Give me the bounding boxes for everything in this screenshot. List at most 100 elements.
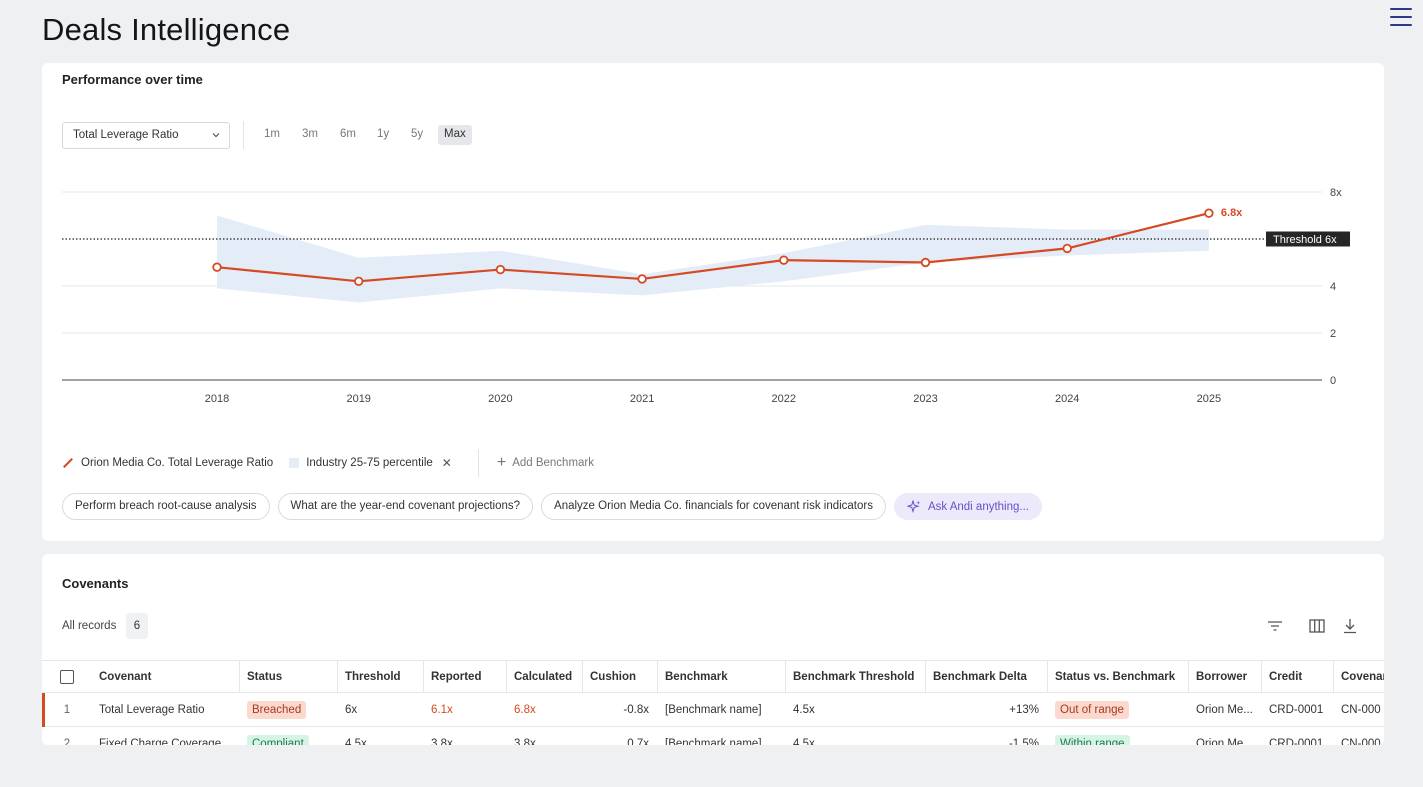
band-swatch-icon	[289, 458, 300, 468]
legend-series: Orion Media Co. Total Leverage Ratio	[62, 457, 273, 469]
cell-borrower: Orion Me...	[1196, 737, 1253, 746]
col-header-calculated[interactable]: Calculated	[507, 661, 583, 692]
cell-calculated: 6.8x	[514, 703, 536, 716]
cell-credit: CRD-0001	[1269, 703, 1324, 716]
covenants-card: Covenants All records 6 Covenant Status …	[42, 554, 1384, 745]
cell-threshold: 6x	[345, 703, 358, 716]
range-3m[interactable]: 3m	[302, 128, 318, 140]
cell-status: Compliant	[240, 727, 338, 745]
filter-icon[interactable]	[1266, 617, 1284, 635]
app-title: Deals Intelligence	[42, 12, 291, 47]
cell-covenant: Total Leverage Ratio	[99, 703, 205, 716]
data-point	[1204, 208, 1214, 218]
suggestion-chips: Perform breach root-cause analysis What …	[62, 493, 1050, 520]
chip-breach-analysis[interactable]: Perform breach root-cause analysis	[62, 493, 270, 520]
col-header-credit[interactable]: Credit	[1262, 661, 1334, 692]
col-header-covenant[interactable]: Covenant	[92, 661, 240, 692]
legend-band: Industry 25-75 percentile ✕	[289, 456, 452, 470]
x-tick-label: 2021	[630, 393, 654, 405]
cell-credit: CRD-0001	[1269, 737, 1324, 746]
status-badge: Compliant	[247, 734, 309, 745]
benchmark-band	[217, 215, 1209, 303]
select-all-checkbox[interactable]	[60, 669, 74, 684]
select-all-cell	[42, 661, 92, 692]
performance-title: Performance over time	[62, 72, 203, 87]
status-vs-benchmark-badge: Within range	[1055, 734, 1130, 745]
cell-calculated: 3.8x	[514, 737, 536, 746]
chart-legend: Orion Media Co. Total Leverage Ratio Ind…	[62, 449, 594, 477]
performance-card: Performance over time Total Leverage Rat…	[42, 63, 1384, 541]
cell-status-vs-benchmark: Within range	[1048, 727, 1189, 745]
metric-select-value: Total Leverage Ratio	[73, 129, 179, 141]
col-header-reported[interactable]: Reported	[424, 661, 507, 692]
col-header-covenant-id[interactable]: Covenant	[1341, 670, 1384, 683]
covenants-table: Covenant Status Threshold Reported Calcu…	[42, 660, 1384, 745]
cell-benchmark-threshold: 4.5x	[793, 737, 815, 746]
plus-icon: +	[496, 454, 507, 471]
add-benchmark-button[interactable]: + Add Benchmark	[497, 454, 594, 472]
line-swatch-icon	[63, 458, 73, 468]
legend-divider	[477, 449, 479, 477]
col-header-benchmark[interactable]: Benchmark	[658, 661, 786, 692]
chip-year-end-projections[interactable]: What are the year-end covenant projectio…	[277, 493, 534, 520]
col-header-status-vs-benchmark[interactable]: Status vs. Benchmark	[1048, 661, 1189, 692]
data-point	[920, 257, 931, 268]
y-tick-label: 0	[1330, 375, 1336, 387]
data-point	[637, 274, 647, 284]
data-point	[354, 276, 364, 286]
x-tick-label: 2024	[1055, 393, 1079, 405]
ask-andi-label: Ask Andi anything...	[927, 500, 1029, 513]
ask-andi-button[interactable]: Ask Andi anything...	[893, 493, 1042, 520]
cell-benchmark: [Benchmark name]	[665, 737, 762, 746]
range-1y[interactable]: 1y	[377, 128, 390, 140]
status-badge: Breached	[247, 700, 307, 719]
row-index: 1	[63, 703, 71, 716]
col-header-threshold[interactable]: Threshold	[338, 661, 424, 692]
cell-status-vs-benchmark: Out of range	[1048, 693, 1189, 726]
cell-benchmark-delta: +13%	[1009, 703, 1039, 716]
performance-chart: 0 2 4 8x Threshold 6x 2018 2019 2020 2021 2022 202…	[62, 187, 1350, 405]
add-benchmark-label: Add Benchmark	[512, 457, 595, 469]
y-tick-label: 2	[1330, 328, 1336, 340]
legend-band-label: Industry 25-75 percentile	[306, 457, 433, 469]
col-header-status[interactable]: Status	[240, 661, 338, 692]
col-header-benchmark-delta[interactable]: Benchmark Delta	[926, 661, 1048, 692]
cell-status: Breached	[240, 693, 338, 726]
range-5y[interactable]: 5y	[411, 128, 424, 140]
records-count-badge: 6	[126, 613, 148, 639]
cell-benchmark-delta: -1.5%	[1008, 737, 1039, 746]
cell-borrower: Orion Me...	[1196, 703, 1253, 716]
x-tick-label: 2023	[913, 393, 937, 405]
sparkle-icon	[906, 499, 920, 513]
range-max[interactable]: Max	[438, 125, 472, 145]
cell-benchmark: [Benchmark name]	[665, 703, 762, 716]
y-tick-label: 8x	[1330, 187, 1342, 199]
status-vs-benchmark-badge: Out of range	[1055, 700, 1129, 719]
remove-benchmark-close-icon[interactable]: ✕	[441, 456, 452, 470]
covenants-title: Covenants	[62, 576, 129, 591]
range-6m[interactable]: 6m	[340, 128, 356, 140]
download-icon[interactable]	[1341, 617, 1359, 635]
hamburger-menu-icon[interactable]	[1390, 8, 1412, 28]
cell-benchmark-threshold: 4.5x	[793, 703, 815, 716]
end-value-label: 6.8x	[1221, 207, 1243, 219]
columns-icon[interactable]	[1308, 617, 1326, 635]
cell-reported: 6.1x	[431, 703, 453, 716]
cell-covenant-id: CN-000	[1341, 737, 1381, 746]
row-index: 2	[63, 737, 71, 746]
col-header-borrower[interactable]: Borrower	[1189, 661, 1262, 692]
records-label: All records	[62, 620, 117, 632]
chevron-down-icon	[212, 133, 220, 138]
chip-analyze-financials[interactable]: Analyze Orion Media Co. financials for c…	[541, 493, 886, 520]
table-row[interactable]: 1 Total Leverage Ratio Breached 6x 6.1x …	[42, 693, 1384, 727]
threshold-label: Threshold 6x	[1273, 234, 1337, 246]
range-1m[interactable]: 1m	[264, 128, 280, 140]
threshold-label-bg	[1266, 231, 1350, 247]
metric-select[interactable]: Total Leverage Ratio	[62, 122, 230, 149]
col-header-cushion[interactable]: Cushion	[583, 661, 658, 692]
x-tick-label: 2018	[205, 393, 229, 405]
series-line	[216, 212, 1210, 283]
x-tick-label: 2025	[1197, 393, 1221, 405]
table-row[interactable]: 2 Fixed Charge Coverage Compliant 4.5x 3…	[42, 727, 1384, 745]
col-header-benchmark-threshold[interactable]: Benchmark Threshold	[786, 661, 926, 692]
